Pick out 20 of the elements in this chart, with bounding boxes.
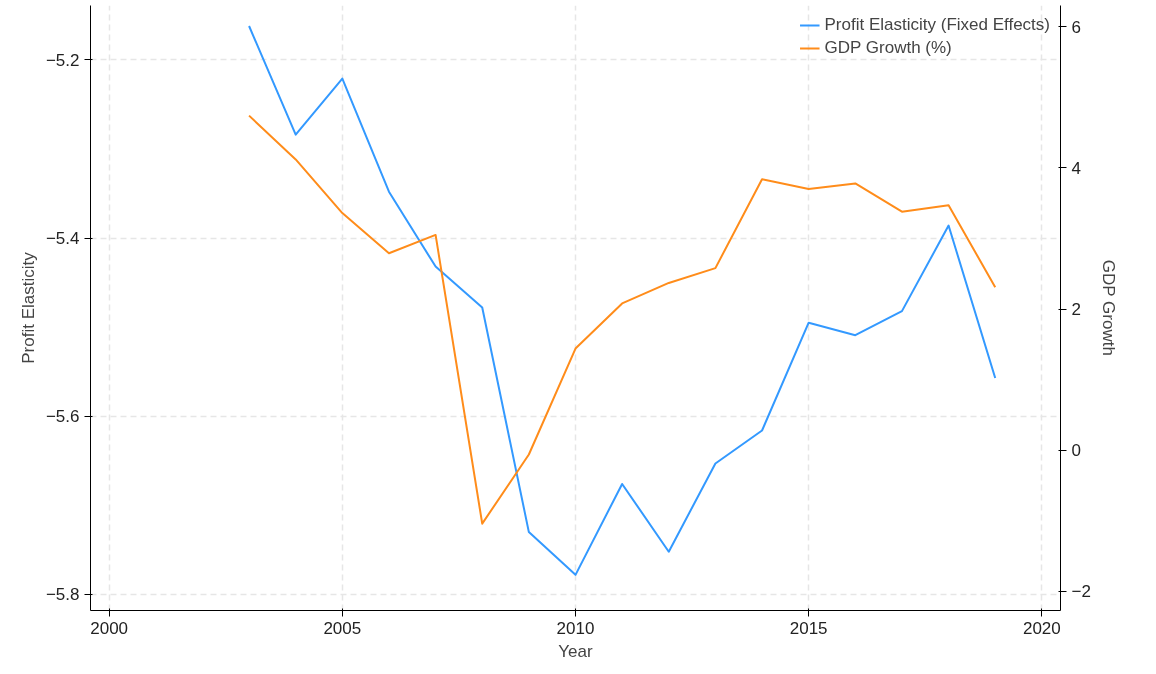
y-axis-title: Profit Elasticity [18, 251, 38, 364]
y2-tick-label: 4 [1071, 158, 1081, 178]
y2-tick-label: 6 [1071, 17, 1081, 37]
x-axis-title: Year [558, 641, 594, 661]
x-tick-label: 2000 [90, 618, 129, 638]
y2-tick-label: −2 [1071, 582, 1091, 602]
x-tick-label: 2005 [323, 618, 362, 638]
legend-label: Profit Elasticity (Fixed Effects) [824, 15, 1050, 35]
x-tick-label: 2010 [556, 618, 595, 638]
x-tick-label: 2015 [789, 618, 828, 638]
y2-tick-label: 2 [1071, 300, 1081, 320]
x-tick-label: 2020 [1022, 618, 1061, 638]
y2-tick-label: 0 [1071, 441, 1081, 461]
y-tick-label: −5.4 [45, 229, 80, 249]
line-series [248, 114, 997, 525]
y2-axis-title: GDP Growth [1098, 259, 1118, 356]
y-tick-label: −5.2 [45, 50, 80, 70]
legend-label: GDP Growth (%) [824, 38, 952, 58]
y-tick-label: −5.8 [45, 585, 80, 605]
y-tick-label: −5.6 [45, 407, 80, 427]
